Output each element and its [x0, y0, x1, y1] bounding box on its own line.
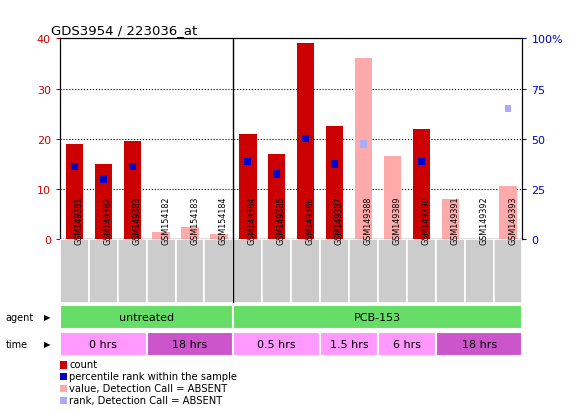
- Text: GSM149383: GSM149383: [132, 197, 141, 244]
- FancyBboxPatch shape: [320, 332, 378, 356]
- Text: GSM149390: GSM149390: [421, 196, 431, 244]
- Bar: [360, 141, 367, 148]
- FancyBboxPatch shape: [147, 240, 176, 304]
- Bar: [441, 199, 459, 240]
- FancyBboxPatch shape: [407, 240, 436, 304]
- Bar: [128, 163, 136, 171]
- Text: ▶: ▶: [44, 339, 50, 348]
- Text: GSM149385: GSM149385: [277, 196, 286, 244]
- FancyBboxPatch shape: [60, 332, 147, 356]
- FancyBboxPatch shape: [320, 240, 349, 304]
- Text: time: time: [6, 339, 28, 349]
- Bar: [326, 127, 343, 240]
- Bar: [210, 235, 228, 240]
- FancyBboxPatch shape: [291, 240, 320, 304]
- FancyBboxPatch shape: [234, 305, 522, 329]
- FancyBboxPatch shape: [176, 240, 204, 304]
- Text: GSM154184: GSM154184: [219, 197, 228, 244]
- Bar: [499, 187, 517, 240]
- Text: GSM149392: GSM149392: [479, 196, 488, 244]
- Text: GSM149386: GSM149386: [305, 197, 315, 244]
- Bar: [297, 44, 315, 240]
- Bar: [418, 158, 425, 166]
- Text: count: count: [69, 360, 97, 370]
- FancyBboxPatch shape: [378, 332, 436, 356]
- Text: GSM154183: GSM154183: [190, 197, 199, 244]
- Text: GDS3954 / 223036_at: GDS3954 / 223036_at: [51, 24, 197, 37]
- Text: ▶: ▶: [44, 313, 50, 321]
- Bar: [384, 157, 401, 240]
- Bar: [66, 145, 83, 240]
- FancyBboxPatch shape: [349, 240, 378, 304]
- Bar: [331, 161, 338, 168]
- Text: GSM149384: GSM149384: [248, 197, 257, 244]
- FancyBboxPatch shape: [147, 332, 234, 356]
- Text: GSM149387: GSM149387: [335, 196, 344, 244]
- Text: 18 hrs: 18 hrs: [172, 339, 208, 349]
- FancyBboxPatch shape: [262, 240, 291, 304]
- Text: agent: agent: [6, 312, 34, 322]
- Text: 1.5 hrs: 1.5 hrs: [329, 339, 368, 349]
- Bar: [268, 154, 286, 240]
- Text: 18 hrs: 18 hrs: [461, 339, 497, 349]
- Text: 6 hrs: 6 hrs: [393, 339, 421, 349]
- Bar: [244, 158, 251, 166]
- FancyBboxPatch shape: [436, 240, 465, 304]
- FancyBboxPatch shape: [60, 240, 89, 304]
- Text: PCB-153: PCB-153: [355, 312, 401, 322]
- FancyBboxPatch shape: [234, 240, 262, 304]
- Bar: [152, 232, 170, 240]
- FancyBboxPatch shape: [60, 305, 234, 329]
- Bar: [355, 59, 372, 240]
- Bar: [274, 171, 280, 178]
- FancyBboxPatch shape: [204, 240, 234, 304]
- Bar: [95, 164, 112, 240]
- Text: untreated: untreated: [119, 312, 174, 322]
- Text: GSM149381: GSM149381: [74, 197, 83, 244]
- FancyBboxPatch shape: [465, 240, 493, 304]
- FancyBboxPatch shape: [493, 240, 522, 304]
- Text: value, Detection Call = ABSENT: value, Detection Call = ABSENT: [69, 383, 227, 393]
- Text: rank, Detection Call = ABSENT: rank, Detection Call = ABSENT: [69, 395, 223, 405]
- Text: GSM149382: GSM149382: [103, 196, 112, 244]
- Bar: [239, 134, 256, 240]
- Text: GSM149388: GSM149388: [364, 197, 372, 244]
- Bar: [100, 176, 107, 183]
- Text: 0 hrs: 0 hrs: [89, 339, 117, 349]
- Text: GSM149389: GSM149389: [392, 196, 401, 244]
- Bar: [505, 106, 512, 113]
- FancyBboxPatch shape: [118, 240, 147, 304]
- Bar: [182, 227, 199, 240]
- Text: GSM154182: GSM154182: [161, 196, 170, 244]
- Text: GSM149391: GSM149391: [450, 196, 459, 244]
- FancyBboxPatch shape: [436, 332, 522, 356]
- Text: GSM149393: GSM149393: [508, 196, 517, 244]
- Bar: [302, 135, 309, 143]
- Text: 0.5 hrs: 0.5 hrs: [258, 339, 296, 349]
- Text: percentile rank within the sample: percentile rank within the sample: [69, 371, 237, 382]
- Bar: [413, 129, 430, 240]
- FancyBboxPatch shape: [89, 240, 118, 304]
- Bar: [71, 163, 78, 171]
- FancyBboxPatch shape: [378, 240, 407, 304]
- FancyBboxPatch shape: [234, 332, 320, 356]
- Bar: [123, 142, 141, 240]
